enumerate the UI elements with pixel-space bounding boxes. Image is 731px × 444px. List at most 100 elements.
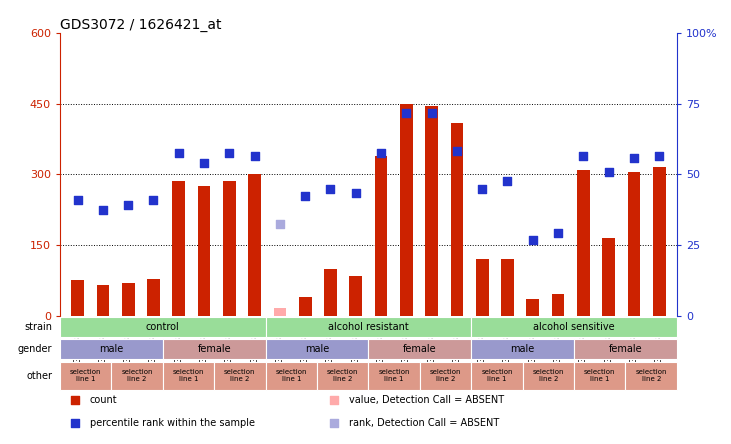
Text: count: count bbox=[90, 396, 117, 405]
Bar bbox=[60, 339, 163, 359]
Bar bbox=[265, 339, 368, 359]
Text: female: female bbox=[197, 344, 231, 354]
Text: male: male bbox=[99, 344, 124, 354]
Point bbox=[329, 419, 341, 426]
Bar bbox=[96, 285, 109, 316]
Point bbox=[527, 237, 539, 244]
Point bbox=[173, 150, 185, 157]
Text: selection
line 2: selection line 2 bbox=[635, 369, 667, 382]
Text: other: other bbox=[26, 371, 52, 381]
Bar bbox=[653, 167, 665, 316]
Text: male: male bbox=[510, 344, 535, 354]
Bar bbox=[476, 259, 488, 316]
Point bbox=[249, 152, 260, 159]
Bar bbox=[111, 362, 163, 390]
Bar bbox=[450, 123, 463, 316]
Bar bbox=[60, 362, 111, 390]
Text: alcohol resistant: alcohol resistant bbox=[328, 322, 409, 332]
Text: selection
line 2: selection line 2 bbox=[533, 369, 564, 382]
Bar bbox=[122, 283, 135, 316]
Text: selection
line 1: selection line 1 bbox=[379, 369, 410, 382]
Point bbox=[401, 110, 412, 117]
Bar bbox=[198, 186, 211, 316]
Bar bbox=[501, 259, 514, 316]
Bar bbox=[173, 182, 185, 316]
Bar bbox=[552, 294, 564, 316]
Bar bbox=[577, 170, 590, 316]
Point bbox=[274, 220, 286, 227]
Text: percentile rank within the sample: percentile rank within the sample bbox=[90, 417, 254, 428]
Point bbox=[69, 419, 81, 426]
Point bbox=[654, 152, 665, 159]
Point bbox=[122, 202, 134, 209]
Bar bbox=[626, 362, 677, 390]
Point bbox=[97, 206, 109, 213]
Text: selection
line 2: selection line 2 bbox=[224, 369, 256, 382]
Point bbox=[69, 397, 81, 404]
Bar bbox=[299, 297, 311, 316]
Point bbox=[350, 190, 362, 197]
Bar bbox=[265, 317, 471, 337]
Text: male: male bbox=[305, 344, 329, 354]
Point bbox=[425, 110, 437, 117]
Text: female: female bbox=[609, 344, 643, 354]
Bar bbox=[526, 299, 539, 316]
Bar bbox=[368, 362, 420, 390]
Point bbox=[577, 152, 589, 159]
Bar bbox=[523, 362, 574, 390]
Bar bbox=[471, 317, 677, 337]
Bar bbox=[574, 339, 677, 359]
Text: alcohol sensitive: alcohol sensitive bbox=[534, 322, 615, 332]
Text: control: control bbox=[146, 322, 180, 332]
Bar bbox=[273, 309, 287, 316]
Point bbox=[603, 169, 615, 176]
Bar bbox=[265, 362, 317, 390]
Bar bbox=[420, 362, 471, 390]
Bar bbox=[574, 362, 626, 390]
Point bbox=[198, 159, 210, 166]
Point bbox=[148, 197, 159, 204]
Point bbox=[628, 155, 640, 162]
Bar bbox=[60, 317, 265, 337]
Text: selection
line 1: selection line 1 bbox=[584, 369, 616, 382]
Bar bbox=[223, 182, 235, 316]
Point bbox=[329, 397, 341, 404]
Point bbox=[224, 150, 235, 157]
Bar bbox=[349, 276, 362, 316]
Bar bbox=[72, 280, 84, 316]
Text: value, Detection Call = ABSENT: value, Detection Call = ABSENT bbox=[349, 396, 504, 405]
Text: gender: gender bbox=[18, 344, 52, 354]
Point bbox=[375, 150, 387, 157]
Bar bbox=[249, 174, 261, 316]
Bar bbox=[163, 339, 265, 359]
Point bbox=[501, 178, 513, 185]
Text: selection
line 2: selection line 2 bbox=[430, 369, 461, 382]
Bar bbox=[471, 362, 523, 390]
Text: rank, Detection Call = ABSENT: rank, Detection Call = ABSENT bbox=[349, 417, 499, 428]
Bar bbox=[163, 362, 214, 390]
Text: selection
line 2: selection line 2 bbox=[121, 369, 153, 382]
Text: GDS3072 / 1626421_at: GDS3072 / 1626421_at bbox=[60, 18, 221, 32]
Bar bbox=[628, 172, 640, 316]
Text: selection
line 1: selection line 1 bbox=[70, 369, 102, 382]
Text: selection
line 2: selection line 2 bbox=[327, 369, 358, 382]
Text: selection
line 1: selection line 1 bbox=[481, 369, 512, 382]
Text: strain: strain bbox=[24, 322, 52, 332]
Text: selection
line 1: selection line 1 bbox=[173, 369, 204, 382]
Bar bbox=[214, 362, 265, 390]
Bar bbox=[425, 106, 438, 316]
Point bbox=[300, 192, 311, 199]
Point bbox=[451, 147, 463, 155]
Bar bbox=[471, 339, 574, 359]
Bar bbox=[317, 362, 368, 390]
Text: female: female bbox=[403, 344, 436, 354]
Point bbox=[325, 185, 336, 192]
Bar bbox=[324, 269, 337, 316]
Text: selection
line 1: selection line 1 bbox=[276, 369, 307, 382]
Bar bbox=[400, 104, 413, 316]
Bar bbox=[375, 155, 387, 316]
Bar bbox=[602, 238, 615, 316]
Bar bbox=[147, 279, 160, 316]
Point bbox=[477, 185, 488, 192]
Bar bbox=[368, 339, 471, 359]
